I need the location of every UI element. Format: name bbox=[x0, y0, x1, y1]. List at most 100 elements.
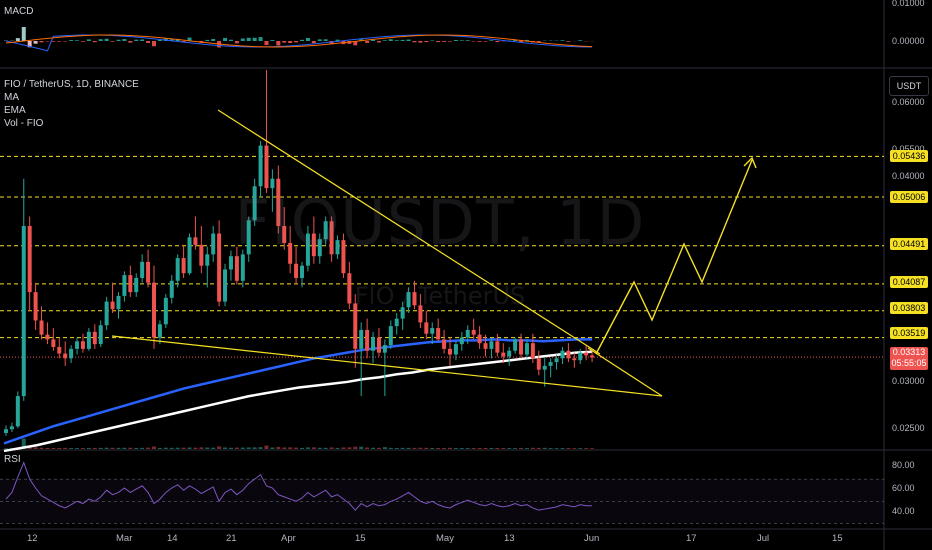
level-tag[interactable]: 0.05436 bbox=[890, 150, 928, 162]
volume-bar bbox=[104, 447, 109, 449]
candle-body bbox=[513, 339, 518, 351]
candle-body bbox=[146, 261, 151, 283]
macd-histogram-bar bbox=[294, 41, 299, 43]
volume-bar bbox=[584, 448, 589, 449]
price-tick: 0.05500 bbox=[892, 144, 925, 154]
candle-body bbox=[211, 233, 216, 255]
level-tag[interactable]: 0.03519 bbox=[890, 327, 928, 339]
level-tag[interactable]: 0.03803 bbox=[890, 302, 928, 314]
volume-bar bbox=[548, 448, 553, 449]
volume-bar bbox=[288, 447, 293, 449]
candle-body bbox=[140, 261, 145, 278]
volume-bar bbox=[240, 447, 245, 449]
candle-body bbox=[240, 254, 245, 281]
candle-body bbox=[566, 350, 571, 359]
volume-bar bbox=[45, 447, 50, 449]
symbol-line[interactable]: FIO / TetherUS, 1D, BINANCE bbox=[4, 79, 139, 90]
currency-button[interactable]: USDT bbox=[889, 76, 929, 96]
volume-bar bbox=[590, 448, 595, 449]
macd-histogram-bar bbox=[317, 39, 322, 41]
candle-body bbox=[394, 318, 399, 327]
candle-body bbox=[86, 331, 91, 349]
candle-body bbox=[27, 225, 32, 293]
macd-histogram-bar bbox=[382, 40, 387, 41]
macd-histogram-bar bbox=[353, 41, 358, 46]
volume-bar bbox=[400, 447, 405, 449]
macd-histogram-bar bbox=[519, 41, 524, 43]
macd-histogram-bar bbox=[86, 39, 91, 41]
candle-body bbox=[264, 145, 269, 189]
candle-body bbox=[453, 344, 458, 355]
macd-histogram-bar bbox=[140, 39, 145, 41]
candle-body bbox=[69, 348, 74, 359]
volume-bars bbox=[4, 438, 595, 449]
candle-body bbox=[282, 225, 287, 243]
level-tag[interactable]: 0.04491 bbox=[890, 238, 928, 250]
level-tag[interactable]: 0.04087 bbox=[890, 276, 928, 288]
macd-title[interactable]: MACD bbox=[4, 6, 34, 17]
rsi-tick: 80.00 bbox=[892, 460, 915, 470]
macd-histogram-bar bbox=[477, 41, 482, 42]
symbol-info: FIO / TetherUS, 1D, BINANCE MA EMA Vol -… bbox=[4, 78, 139, 130]
candle-body bbox=[294, 263, 299, 278]
candle-body bbox=[501, 352, 506, 357]
volume-bar bbox=[128, 447, 133, 449]
candle-body bbox=[448, 348, 452, 355]
macd-histogram-bar bbox=[424, 41, 429, 43]
volume-bar bbox=[448, 447, 452, 449]
macd-histogram-bar bbox=[264, 41, 269, 46]
candle-body bbox=[376, 337, 381, 353]
candle-body bbox=[554, 358, 559, 363]
candle-body bbox=[530, 343, 535, 359]
indicator-ma[interactable]: MA bbox=[4, 92, 19, 103]
level-tag[interactable]: 0.05006 bbox=[890, 191, 928, 203]
volume-bar bbox=[75, 448, 80, 449]
macd-histogram-bar bbox=[436, 41, 441, 43]
candle-body bbox=[590, 355, 595, 358]
candle-body bbox=[347, 273, 352, 304]
date-tick: 15 bbox=[832, 533, 843, 544]
macd-histogram-bar bbox=[536, 41, 541, 43]
projection-arrowhead bbox=[743, 156, 757, 169]
candle-body bbox=[305, 233, 310, 266]
volume-bar bbox=[258, 447, 263, 449]
macd-histogram-bar bbox=[152, 41, 156, 47]
date-tick: 14 bbox=[167, 533, 178, 544]
macd-histogram-bar bbox=[15, 38, 20, 41]
price-tick: 0.04000 bbox=[892, 171, 925, 181]
volume-bar bbox=[169, 447, 174, 449]
candle-body bbox=[246, 220, 251, 255]
candle-body bbox=[572, 358, 577, 361]
volume-bar bbox=[163, 447, 168, 449]
projection-path bbox=[595, 159, 753, 355]
volume-bar bbox=[39, 447, 44, 449]
candle-body bbox=[418, 305, 423, 323]
volume-bar bbox=[57, 448, 62, 449]
volume-bar bbox=[572, 448, 577, 449]
macd-histogram-bar bbox=[418, 41, 423, 43]
volume-bar bbox=[388, 447, 393, 449]
candle-body bbox=[406, 292, 411, 308]
volume-bar bbox=[181, 447, 186, 449]
rsi-band bbox=[0, 479, 884, 524]
candle-body bbox=[181, 258, 186, 274]
macd-histogram-bar bbox=[524, 39, 529, 41]
macd-histogram-bar bbox=[69, 40, 74, 41]
support-trendline bbox=[111, 335, 663, 397]
candle-body bbox=[560, 350, 565, 359]
rsi-title[interactable]: RSI bbox=[4, 454, 21, 465]
macd-histogram-bar bbox=[311, 41, 316, 44]
indicator-ema[interactable]: EMA bbox=[4, 105, 26, 116]
indicator-vol[interactable]: Vol - FIO bbox=[4, 118, 44, 129]
candle-body bbox=[317, 239, 322, 257]
volume-bar bbox=[152, 446, 156, 449]
candle-body bbox=[459, 337, 464, 345]
volume-bar bbox=[524, 448, 529, 449]
macd-histogram-bar bbox=[134, 39, 139, 41]
candle-body bbox=[489, 341, 494, 349]
date-tick: 12 bbox=[27, 533, 38, 544]
macd-histogram-bar bbox=[33, 41, 38, 44]
macd-histogram-bar bbox=[305, 37, 310, 41]
candle-body bbox=[388, 326, 393, 346]
